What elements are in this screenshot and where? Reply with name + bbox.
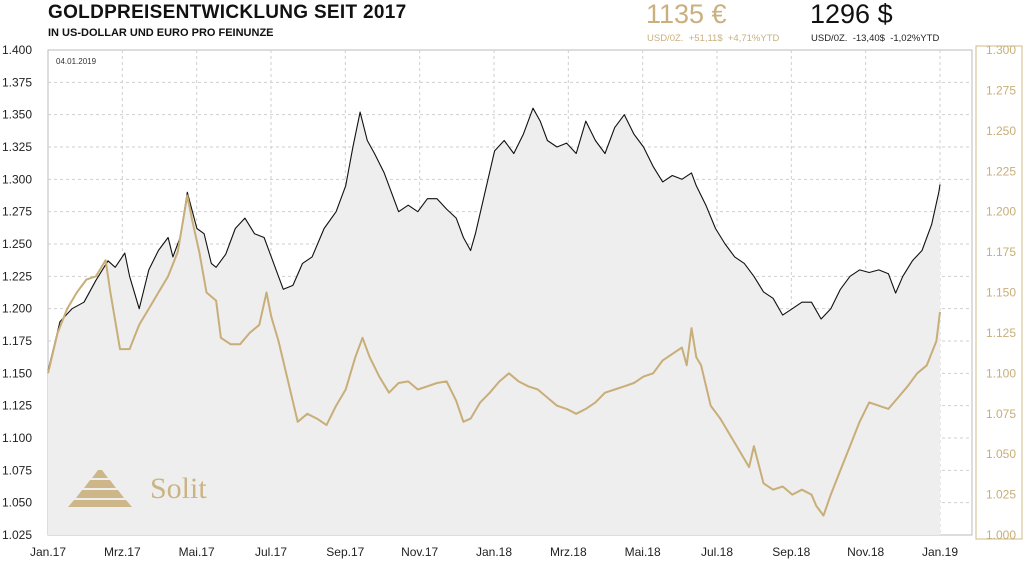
y-left-tick-label: 1.125 — [2, 399, 32, 413]
y-axis-right: 1.000 1.025 1.050 1.075 1.100 1.125 1.150 1.175… — [986, 43, 1016, 542]
y-right-tick-label: 1.000 — [986, 528, 1016, 542]
date-stamp: 04.01.2019 — [56, 57, 97, 66]
gold-bars-icon — [68, 470, 132, 507]
y-left-tick-label: 1.350 — [2, 108, 32, 122]
page-subtitle: IN US-DOLLAR UND EURO PRO FEINUNZE — [48, 27, 274, 39]
x-tick-label: Sep.17 — [326, 545, 364, 559]
logo-text: Solit — [150, 472, 207, 505]
eur-series-line — [47, 194, 941, 517]
y-right-tick-label: 1.075 — [986, 407, 1016, 421]
x-tick-label: Sep.18 — [772, 545, 810, 559]
y-right-tick-label: 1.225 — [986, 164, 1016, 178]
y-right-tick-label: 1.025 — [986, 488, 1016, 502]
y-left-tick-label: 1.200 — [2, 302, 32, 316]
x-tick-label: Mrz.18 — [550, 545, 587, 559]
y-left-tick-label: 1.275 — [2, 205, 32, 219]
y-axis-left: 1.025 1.050 1.075 1.100 1.125 1.150 1.175 1.200… — [2, 43, 32, 542]
y-left-tick-label: 1.400 — [2, 43, 32, 57]
y-right-tick-label: 1.300 — [986, 43, 1016, 57]
y-left-tick-label: 1.375 — [2, 75, 32, 89]
series-lines — [47, 107, 941, 517]
y-left-tick-label: 1.150 — [2, 366, 32, 380]
y-right-tick-label: 1.200 — [986, 205, 1016, 219]
y-left-tick-label: 1.075 — [2, 463, 32, 477]
x-tick-label: Nov.17 — [401, 545, 438, 559]
usd-area — [48, 108, 940, 535]
x-axis: Jan.17 Mrz.17 Mai.17 Jul.17 Sep.17 Nov.17 Jan.… — [30, 545, 958, 559]
y-left-tick-label: 1.250 — [2, 237, 32, 251]
y-right-tick-label: 1.275 — [986, 83, 1016, 97]
y-left-tick-label: 1.325 — [2, 140, 32, 154]
x-tick-label: Mai.18 — [625, 545, 661, 559]
usd-series-line — [47, 107, 941, 371]
y-left-tick-label: 1.225 — [2, 269, 32, 283]
y-right-tick-label: 1.100 — [986, 366, 1016, 380]
page-title: GOLDPREISENTWICKLUNG SEIT 2017 — [48, 2, 407, 23]
eur-stats: USD/0Z. +51,11$ +4,71%YTD — [647, 33, 780, 44]
usd-stats: USD/0Z. -13,40$ -1,02%YTD — [811, 33, 940, 44]
y-left-tick-label: 1.100 — [2, 431, 32, 445]
y-left-tick-label: 1.050 — [2, 496, 32, 510]
y-left-tick-label: 1.025 — [2, 528, 32, 542]
y-left-tick-label: 1.175 — [2, 334, 32, 348]
usd-price: 1296 $ — [810, 0, 893, 29]
y-left-tick-label: 1.300 — [2, 172, 32, 186]
x-tick-label: Nov.18 — [847, 545, 884, 559]
x-tick-label: Jan.19 — [922, 545, 958, 559]
x-tick-label: Jul.17 — [255, 545, 287, 559]
x-tick-label: Jan.17 — [30, 545, 66, 559]
y-right-tick-label: 1.050 — [986, 447, 1016, 461]
y-right-tick-label: 1.125 — [986, 326, 1016, 340]
x-tick-label: Mai.17 — [179, 545, 215, 559]
x-tick-label: Jan.18 — [476, 545, 512, 559]
y-right-tick-label: 1.250 — [986, 124, 1016, 138]
y-right-tick-label: 1.150 — [986, 286, 1016, 300]
x-tick-label: Mrz.17 — [104, 545, 141, 559]
right-axis-frame — [975, 45, 1023, 540]
eur-price: 1135 € — [646, 0, 727, 29]
solit-logo: Solit — [68, 470, 207, 507]
x-tick-label: Jul.18 — [701, 545, 733, 559]
y-right-tick-label: 1.175 — [986, 245, 1016, 259]
usd-area-fill — [48, 108, 940, 535]
